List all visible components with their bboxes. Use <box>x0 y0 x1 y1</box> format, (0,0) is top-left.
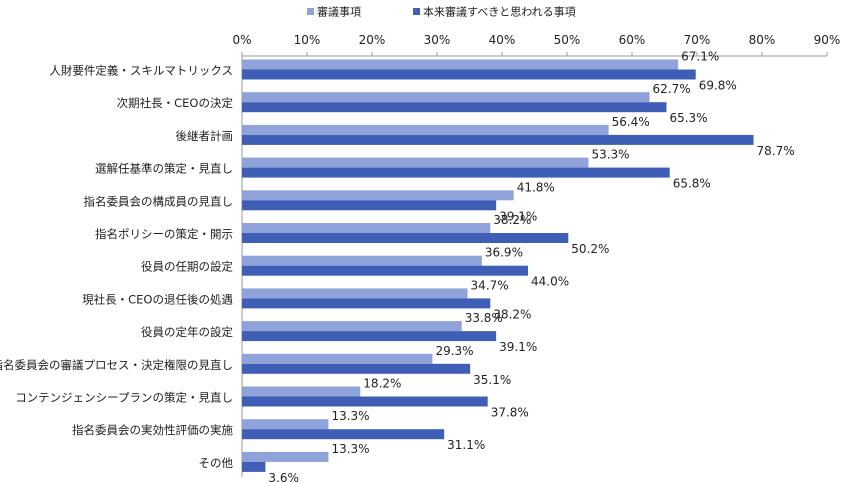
bar-s1 <box>242 190 514 201</box>
x-axis: 0% 10% 20% 30% 40% 50% 60% 70% 80% 90% <box>232 33 840 477</box>
data-label-s1: 67.1% <box>681 50 719 64</box>
bar-s1 <box>242 92 650 103</box>
data-label-s1: 13.3% <box>331 442 369 456</box>
legend-label-2: 本来審議すべきと思われる事項 <box>423 5 576 19</box>
category-label: 次期社長・CEOの決定 <box>117 96 234 110</box>
data-label-s1: 33.8% <box>465 311 503 325</box>
bars <box>242 59 754 472</box>
bar-s2 <box>242 461 266 472</box>
x-tick-label: 60% <box>619 33 646 47</box>
data-label-s2: 50.2% <box>571 242 609 256</box>
x-tick-label: 10% <box>294 33 321 47</box>
x-tick-label: 80% <box>749 33 776 47</box>
bar-s1 <box>242 223 491 233</box>
data-label-s2: 39.1% <box>499 340 537 354</box>
category-label: 役員の任期の設定 <box>141 260 233 274</box>
x-tick-label: 50% <box>554 33 581 47</box>
bar-s1 <box>242 386 361 397</box>
bar-s1 <box>242 419 329 430</box>
category-label: 指名ポリシーの策定・開示 <box>95 227 233 241</box>
data-labels: 67.1% 69.8% 62.7% 65.3% 56.4% 78.7% 53.3% 65.8%… <box>268 50 794 483</box>
legend: 審議事項 本来審議すべきと思われる事項 <box>307 5 576 19</box>
category-label: 役員の定年の設定 <box>141 325 233 339</box>
data-label-s1: 56.4% <box>612 115 650 129</box>
data-label-s1: 53.3% <box>591 148 629 162</box>
bar-s2 <box>242 69 696 80</box>
bar-s2 <box>242 102 667 113</box>
legend-swatch-1 <box>307 8 314 15</box>
data-label-s2: 37.8% <box>491 406 529 420</box>
category-labels: 人財要件定義・スキルマトリックス次期社長・CEOの決定後継者計画選解任基準の策定… <box>0 64 233 470</box>
data-label-s1: 41.8% <box>517 180 555 194</box>
category-label: 後継者計画 <box>176 129 234 143</box>
category-label: 指名委員会の実効性評価の実施 <box>72 423 233 437</box>
data-label-s2: 39.1% <box>499 209 537 223</box>
bar-s2 <box>242 134 754 145</box>
bar-s1 <box>242 255 482 266</box>
data-label-s2: 3.6% <box>268 471 299 483</box>
bar-s2 <box>242 363 471 374</box>
data-label-s1: 18.2% <box>363 377 401 391</box>
data-label-s2: 44.0% <box>531 275 569 289</box>
data-label-s2: 65.3% <box>669 111 707 125</box>
data-label-s2: 78.7% <box>757 144 795 158</box>
x-tick-label: 70% <box>684 33 711 47</box>
bar-s2 <box>242 200 497 211</box>
category-label: 選解任基準の策定・見直し <box>95 162 233 176</box>
legend-label-1: 審議事項 <box>317 5 361 19</box>
data-label-s1: 29.3% <box>435 344 473 358</box>
bar-s2 <box>242 331 497 342</box>
bar-s1 <box>242 157 589 168</box>
category-label: 指名委員会の審議プロセス・決定権限の見直し <box>0 358 233 372</box>
bar-s1 <box>242 353 433 364</box>
category-label: 指名委員会の構成員の見直し <box>84 194 234 208</box>
data-label-s2: 69.8% <box>699 79 737 93</box>
bar-s2 <box>242 429 445 440</box>
bar-s1 <box>242 321 462 332</box>
bar-s2 <box>242 298 491 309</box>
data-label-s2: 38.2% <box>493 307 531 321</box>
category-label: 現社長・CEOの退任後の処遇 <box>82 292 233 306</box>
bar-s2 <box>242 233 569 243</box>
bar-s2 <box>242 396 488 407</box>
x-tick-label: 30% <box>424 33 451 47</box>
bar-s1 <box>242 451 329 462</box>
data-label-s1: 36.9% <box>485 246 523 260</box>
data-label-s2: 35.1% <box>473 373 511 387</box>
bar-s1 <box>242 124 609 135</box>
x-tick-label: 90% <box>814 33 841 47</box>
data-label-s1: 13.3% <box>331 409 369 423</box>
data-label-s1: 34.7% <box>471 278 509 292</box>
bar-s1 <box>242 59 679 70</box>
bar-s2 <box>242 167 670 178</box>
legend-swatch-2 <box>413 8 420 15</box>
data-label-s1: 38.2% <box>493 213 531 227</box>
x-tick-label: 20% <box>359 33 386 47</box>
category-label: 人財要件定義・スキルマトリックス <box>49 64 233 78</box>
category-label: コンテンジェンシープランの策定・見直し <box>15 391 233 405</box>
x-tick-label: 0% <box>232 33 251 47</box>
bar-s1 <box>242 288 468 299</box>
data-label-s1: 62.7% <box>653 82 691 96</box>
data-label-s2: 31.1% <box>447 438 485 452</box>
x-tick-label: 40% <box>489 33 516 47</box>
bar-s2 <box>242 265 528 276</box>
data-label-s2: 65.8% <box>673 177 711 191</box>
category-label: その他 <box>199 456 234 470</box>
